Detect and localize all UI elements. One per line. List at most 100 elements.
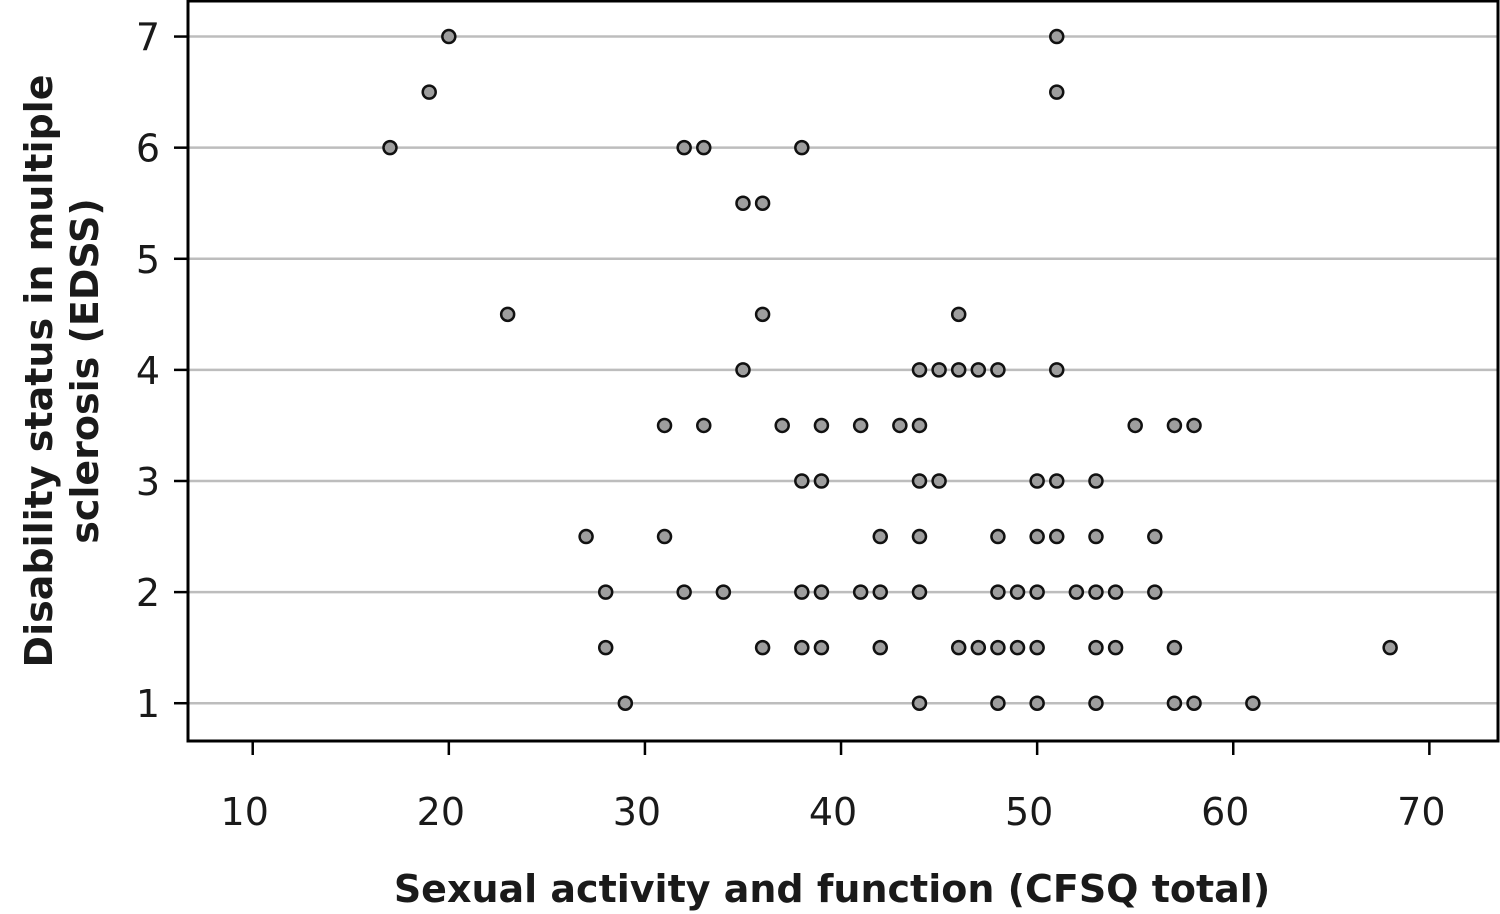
data-point-16: [950, 362, 967, 378]
data-point-8: [735, 195, 751, 211]
data-point-75: [617, 695, 634, 711]
data-point-9: [754, 195, 771, 211]
data-point-32: [911, 473, 928, 489]
data-point-42: [1029, 528, 1045, 545]
data-point-68: [990, 639, 1006, 656]
data-point-18: [990, 362, 1006, 378]
data-point-76: [911, 695, 928, 711]
x-tick-label-40: 40: [809, 790, 857, 834]
x-tick-label-20: 20: [417, 790, 465, 834]
data-point-20: [656, 417, 673, 434]
data-point-74: [1382, 639, 1398, 656]
data-point-50: [813, 584, 830, 600]
data-point-48: [715, 584, 732, 600]
data-point-69: [1009, 639, 1026, 656]
y-axis-title: Disability status in multiple sclerosis …: [17, 75, 107, 668]
data-point-63: [794, 639, 810, 656]
data-point-12: [950, 306, 967, 323]
data-point-43: [1049, 528, 1065, 545]
data-point-6: [696, 139, 712, 156]
data-point-7: [794, 139, 810, 156]
data-point-51: [852, 584, 869, 600]
y-tick-label-4: 4: [136, 349, 160, 393]
y-tick-label-1: 1: [136, 682, 160, 726]
data-point-46: [597, 584, 614, 600]
x-tick-label-10: 10: [221, 790, 269, 834]
data-point-15: [931, 362, 947, 378]
data-point-71: [1088, 639, 1104, 656]
data-point-56: [1029, 584, 1045, 600]
data-point-22: [774, 417, 790, 434]
data-point-11: [754, 306, 771, 323]
y-tick-label-3: 3: [136, 460, 160, 504]
data-point-26: [911, 417, 928, 434]
data-point-1: [1049, 28, 1065, 45]
x-tick-label-50: 50: [1005, 790, 1053, 834]
data-points: [382, 28, 1398, 711]
data-point-49: [794, 584, 810, 600]
data-point-66: [950, 639, 967, 656]
y-tick-label-7: 7: [136, 16, 160, 60]
data-point-64: [813, 639, 830, 656]
data-point-41: [990, 528, 1006, 545]
data-point-45: [1147, 528, 1163, 545]
data-point-58: [1088, 584, 1104, 600]
y-tick-label-2: 2: [136, 571, 160, 615]
data-point-17: [970, 362, 987, 378]
data-point-35: [1049, 473, 1065, 489]
data-point-24: [852, 417, 869, 434]
data-point-28: [1166, 417, 1183, 434]
y-axis-title-line-1: Disability status in multiple: [17, 75, 61, 668]
data-point-70: [1029, 639, 1045, 656]
data-point-60: [1147, 584, 1163, 600]
data-point-3: [1049, 84, 1065, 100]
data-point-73: [1166, 639, 1183, 656]
x-tick-label-70: 70: [1397, 790, 1445, 834]
data-point-67: [970, 639, 987, 656]
data-point-4: [382, 139, 398, 156]
data-point-80: [1166, 695, 1183, 711]
data-point-19: [1049, 362, 1065, 378]
data-point-0: [441, 28, 457, 45]
data-point-44: [1088, 528, 1104, 545]
data-point-38: [656, 528, 673, 545]
data-point-14: [911, 362, 928, 378]
data-point-53: [911, 584, 928, 600]
data-point-61: [597, 639, 614, 656]
gridlines: [188, 35, 1498, 705]
axis-ticks: 1 2 3 4 5 6 7 10 20 30 40 50 60 70: [136, 16, 1446, 834]
data-point-77: [990, 695, 1006, 711]
data-point-10: [499, 306, 516, 323]
data-point-72: [1107, 639, 1124, 656]
data-point-37: [578, 528, 594, 545]
data-point-79: [1088, 695, 1104, 711]
data-point-40: [911, 528, 928, 545]
data-point-2: [421, 84, 437, 100]
data-point-57: [1068, 584, 1085, 600]
x-tick-label-60: 60: [1201, 790, 1249, 834]
x-tick-label-30: 30: [613, 790, 661, 834]
data-point-65: [872, 639, 889, 656]
data-point-30: [794, 473, 810, 489]
data-point-23: [813, 417, 830, 434]
data-point-36: [1088, 473, 1104, 489]
data-point-21: [696, 417, 712, 434]
data-point-31: [813, 473, 830, 489]
data-point-13: [735, 362, 751, 378]
data-point-47: [676, 584, 692, 600]
data-point-52: [872, 584, 889, 600]
data-point-25: [892, 417, 908, 434]
data-point-27: [1127, 417, 1143, 434]
x-axis-title: Sexual activity and function (CFSQ total…: [394, 867, 1270, 911]
data-point-82: [1245, 695, 1261, 711]
data-point-81: [1186, 695, 1202, 711]
data-point-29: [1186, 417, 1202, 434]
y-axis-title-line-2: sclerosis (EDSS): [63, 198, 107, 544]
data-point-54: [990, 584, 1006, 600]
data-point-78: [1029, 695, 1045, 711]
y-tick-label-5: 5: [136, 238, 160, 282]
data-point-55: [1009, 584, 1026, 600]
y-tick-label-6: 6: [136, 127, 160, 171]
data-point-62: [754, 639, 771, 656]
